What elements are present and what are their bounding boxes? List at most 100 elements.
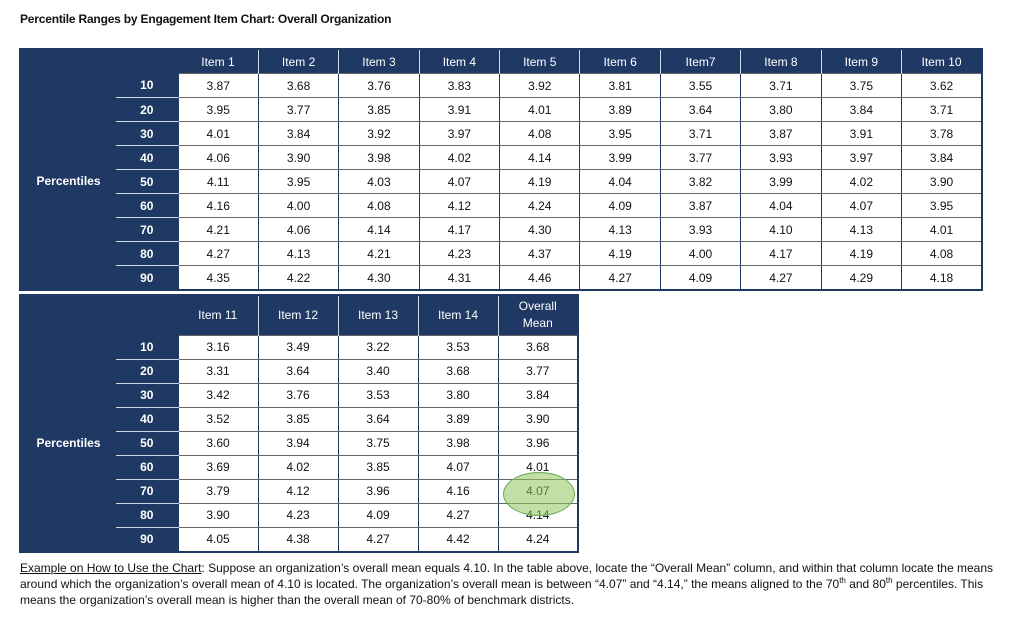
table-cell: 3.76 <box>257 382 339 408</box>
table-cell: 4.27 <box>740 265 822 291</box>
table-cell: 4.09 <box>579 193 661 218</box>
table-cell: 3.69 <box>177 454 259 480</box>
table-cell: 4.01 <box>901 217 983 242</box>
table-cell: 3.97 <box>418 121 501 146</box>
table-cell: 4.17 <box>740 241 822 266</box>
table-cell: 3.82 <box>659 169 742 194</box>
table-row: 30 4.01 3.84 3.92 3.97 4.08 3.95 3.71 3.87 3.91 3.… <box>20 121 983 146</box>
table-cell: 3.90 <box>257 145 340 170</box>
table-cell: 3.40 <box>337 358 419 384</box>
table-cell: 4.01 <box>177 121 259 146</box>
column-header: Item 4 <box>419 49 501 74</box>
table-cell: 3.87 <box>659 193 742 218</box>
table-cell: 3.95 <box>257 169 340 194</box>
table-cell: 3.68 <box>497 334 579 360</box>
table-cell: 3.64 <box>659 97 742 122</box>
table-cell: 3.95 <box>579 121 661 146</box>
table-cell: 3.62 <box>901 73 983 98</box>
note-text-3: percentiles. This means the organization… <box>20 577 984 607</box>
table-cell: 3.55 <box>659 73 742 98</box>
table-cell: 4.14 <box>499 145 581 170</box>
table-cell: 4.13 <box>257 241 340 266</box>
overall-mean-highlight <box>503 472 575 516</box>
table-cell: 3.71 <box>659 121 742 146</box>
percentile-row-label: 30 <box>116 121 178 146</box>
table-cell: 4.29 <box>820 265 903 291</box>
percentile-row-label: 30 <box>116 383 178 408</box>
table-cell: 4.21 <box>338 241 420 266</box>
table-cell: 4.13 <box>820 217 903 242</box>
table-cell: 4.07 <box>417 454 499 480</box>
page-title: Percentile Ranges by Engagement Item Cha… <box>20 12 392 26</box>
table-cell: 3.79 <box>177 478 259 504</box>
percentile-row-label: 70 <box>116 479 178 504</box>
table-cell: 4.00 <box>659 241 742 266</box>
table-cell: 3.60 <box>177 430 259 456</box>
table-cell: 3.92 <box>338 121 420 146</box>
percentile-row-label: 60 <box>116 455 178 480</box>
table-row: 80 4.27 4.13 4.21 4.23 4.37 4.19 4.00 4.17 4.19 4.… <box>20 241 983 266</box>
table-cell: 3.84 <box>497 382 579 408</box>
note-lead: Example on How to Use the Chart <box>20 561 202 575</box>
table-cell: 4.24 <box>497 526 579 552</box>
table-cell: 3.22 <box>337 334 419 360</box>
table-cell: 3.99 <box>740 169 822 194</box>
table-cell: 3.31 <box>177 358 259 384</box>
table-row: 50 4.11 3.95 4.03 4.07 4.19 4.04 3.82 3.99 4.02 3.… <box>20 169 983 194</box>
percentile-table-items-1-10: Item 1 Item 2 Item 3 Item 4 Item 5 Item 6 Item… <box>19 48 983 291</box>
table-cell: 3.71 <box>740 73 822 98</box>
table-cell: 3.83 <box>418 73 501 98</box>
table-cell: 4.10 <box>740 217 822 242</box>
table-cell: 3.87 <box>740 121 822 146</box>
note-sup-1: th <box>839 576 846 585</box>
table-cell: 4.09 <box>337 502 419 528</box>
table-cell: 3.92 <box>499 73 581 98</box>
percentile-row-label: 50 <box>116 169 178 194</box>
table-row: 90 4.05 4.38 4.27 4.42 4.24 <box>20 526 579 552</box>
table-cell: 3.84 <box>820 97 903 122</box>
table-cell: 3.95 <box>177 97 259 122</box>
table-cell: 3.85 <box>257 406 339 432</box>
table-cell: 4.46 <box>499 265 581 291</box>
table-cell: 4.21 <box>177 217 259 242</box>
percentile-row-label: 50 <box>116 431 178 456</box>
table-cell: 4.05 <box>177 526 259 552</box>
table-cell: 4.12 <box>257 478 339 504</box>
percentile-row-label: 20 <box>116 97 178 122</box>
table-cell: 4.14 <box>338 217 420 242</box>
column-header: Item 2 <box>258 49 340 74</box>
percentile-table-items-11-14: Item 11 Item 12 Item 13 Item 14 Overall Mean… <box>19 294 579 553</box>
percentile-row-label: 10 <box>116 335 178 360</box>
table-cell: 3.81 <box>579 73 661 98</box>
percentile-row-label: 40 <box>116 407 178 432</box>
table-cell: 3.80 <box>417 382 499 408</box>
table-cell: 3.52 <box>177 406 259 432</box>
table-cell: 4.27 <box>417 502 499 528</box>
table-row: 50 3.60 3.94 3.75 3.98 3.96 <box>20 430 579 456</box>
table-cell: 3.84 <box>901 145 983 170</box>
table-cell: 3.53 <box>417 334 499 360</box>
table-cell: 4.27 <box>579 265 661 291</box>
column-header: Item 14 <box>418 295 499 335</box>
table-cell: 4.07 <box>820 193 903 218</box>
table-row: 40 4.06 3.90 3.98 4.02 4.14 3.99 3.77 3.93 3.97 3.… <box>20 145 983 170</box>
column-header: Item 8 <box>740 49 822 74</box>
table-cell: 4.16 <box>417 478 499 504</box>
table-cell: 3.89 <box>579 97 661 122</box>
percentiles-label: Percentiles <box>20 73 116 290</box>
table-cell: 4.18 <box>901 265 983 291</box>
table-cell: 4.00 <box>257 193 340 218</box>
table-cell: 3.76 <box>338 73 420 98</box>
column-header: Item 12 <box>258 295 339 335</box>
note-text-2: and 80 <box>845 577 886 591</box>
percentile-row-label: 80 <box>116 241 178 266</box>
percentile-row-label: 80 <box>116 503 178 528</box>
percentile-row-label: 90 <box>116 527 178 552</box>
table-cell: 3.98 <box>338 145 420 170</box>
table-cell: 4.30 <box>338 265 420 291</box>
table-cell: 4.31 <box>418 265 501 291</box>
percentile-row-label: 90 <box>116 265 178 291</box>
column-header: Item 1 <box>178 49 259 74</box>
table-cell: 3.77 <box>659 145 742 170</box>
table-cell: 4.03 <box>338 169 420 194</box>
